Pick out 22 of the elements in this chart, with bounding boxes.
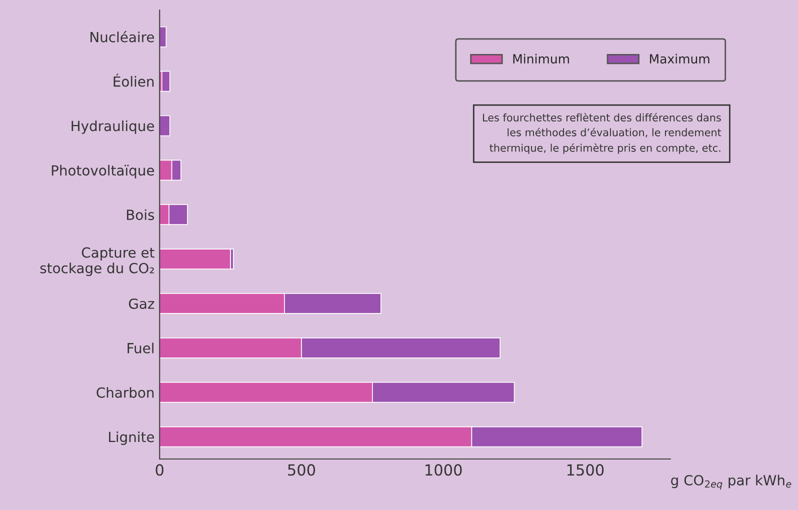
bar bbox=[160, 26, 167, 48]
y-tick-label: Gaz bbox=[128, 298, 154, 309]
bar bbox=[161, 70, 170, 92]
x-tick-label: 0 bbox=[156, 464, 164, 476]
legend-label: Minimum bbox=[513, 54, 569, 64]
y-tick-label: Lignite bbox=[109, 432, 154, 445]
y-tick-label: Bois bbox=[126, 209, 154, 220]
annotation: Les fourchettes reflètent des différences dans les méthodes d’évaluation, le rendement thermique, le périmètre pris en compte, etc. bbox=[483, 113, 722, 154]
y-tick-label: Photovoltaïque bbox=[52, 164, 154, 178]
legend-label: Maximum bbox=[650, 54, 710, 64]
x-tick-label: 1500 bbox=[567, 464, 604, 476]
y-tick-label: Fuel bbox=[128, 342, 154, 354]
x-tick-label: 1000 bbox=[426, 464, 462, 476]
y-tick-label: Capture et stockage du CO₂ bbox=[40, 247, 154, 276]
y-tick-label: Charbon bbox=[96, 387, 154, 398]
x-tick-label: 500 bbox=[288, 464, 316, 476]
y-tick-label: Nucléaire bbox=[90, 31, 154, 42]
bar bbox=[160, 248, 231, 270]
y-tick-label: Hydraulique bbox=[72, 120, 154, 134]
y-tick-label: Éolien bbox=[114, 74, 154, 87]
x-axis-title: g CO$_{2eq}$ par kWh$_{e}$ bbox=[671, 474, 792, 490]
bar bbox=[160, 115, 170, 136]
